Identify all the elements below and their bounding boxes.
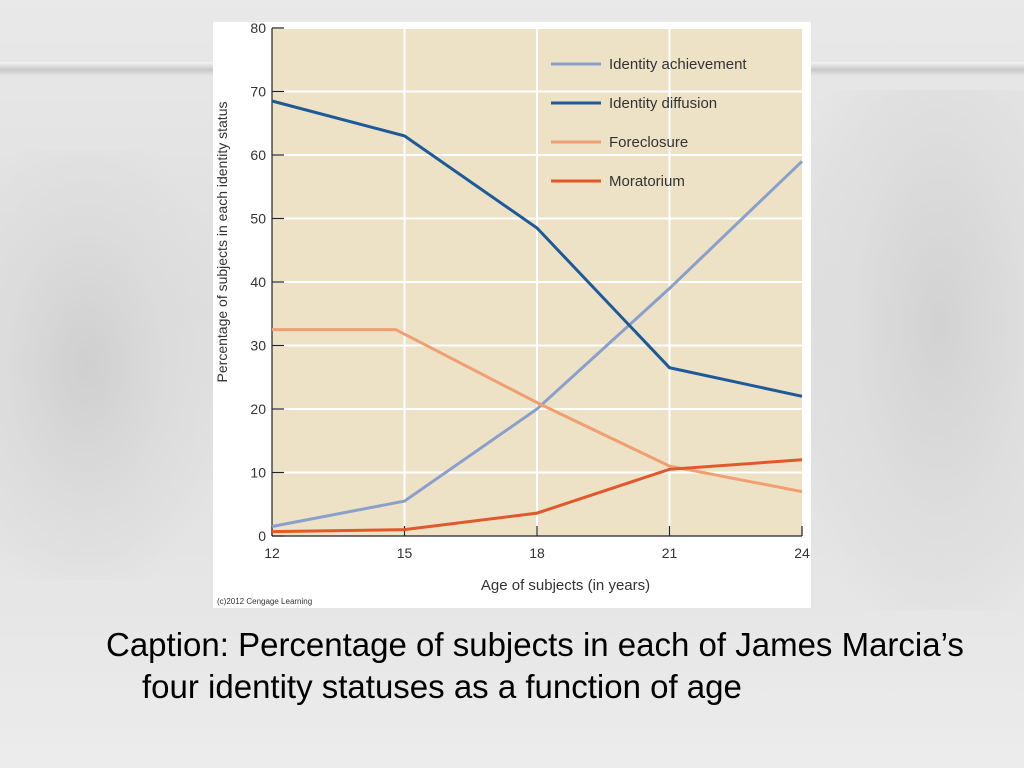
- x-tick-label: 12: [264, 545, 280, 561]
- x-axis-label: Age of subjects (in years): [481, 577, 650, 594]
- series-line-moratorium: [271, 458, 803, 534]
- y-tick-label: 50: [250, 211, 266, 227]
- y-tick-label: 60: [250, 147, 266, 163]
- legend-label: Identity diffusion: [609, 95, 717, 112]
- identity-status-line-chart: 0 10 20 30 40 50 60 70 80 12 15 18 21 24 Age of subjec…: [214, 22, 810, 594]
- legend-label: Foreclosure: [609, 134, 688, 151]
- series-line-identity-diffusion: [271, 99, 803, 398]
- x-tick-label: 24: [794, 545, 810, 561]
- x-tick-label: 18: [529, 545, 545, 561]
- y-tick-label: 10: [250, 465, 266, 481]
- y-tick-label: 40: [250, 274, 266, 290]
- figure-panel: 0 10 20 30 40 50 60 70 80 12 15 18 21 24 Age of subjec…: [213, 22, 811, 608]
- series-line-identity-achievement: [271, 160, 804, 528]
- slide-caption: Caption: Percentage of subjects in each …: [106, 626, 964, 705]
- y-tick-label: 20: [250, 401, 266, 417]
- background-decoration-right: [812, 90, 1024, 610]
- x-tick-label: 15: [397, 545, 413, 561]
- series-line-foreclosure: [272, 328, 803, 494]
- copyright-notice: (c)2012 Cengage Learning: [217, 597, 313, 606]
- y-axis-label: Percentage of subjects in each identity …: [214, 102, 230, 383]
- y-tick-label: 80: [250, 22, 266, 36]
- legend-label: Identity achievement: [609, 56, 747, 73]
- y-tick-label: 30: [250, 338, 266, 354]
- background-decoration-left: [0, 150, 215, 580]
- legend-label: Moratorium: [609, 173, 685, 190]
- y-tick-label: 70: [250, 84, 266, 100]
- y-tick-label: 0: [258, 528, 266, 544]
- x-tick-label: 21: [662, 545, 678, 561]
